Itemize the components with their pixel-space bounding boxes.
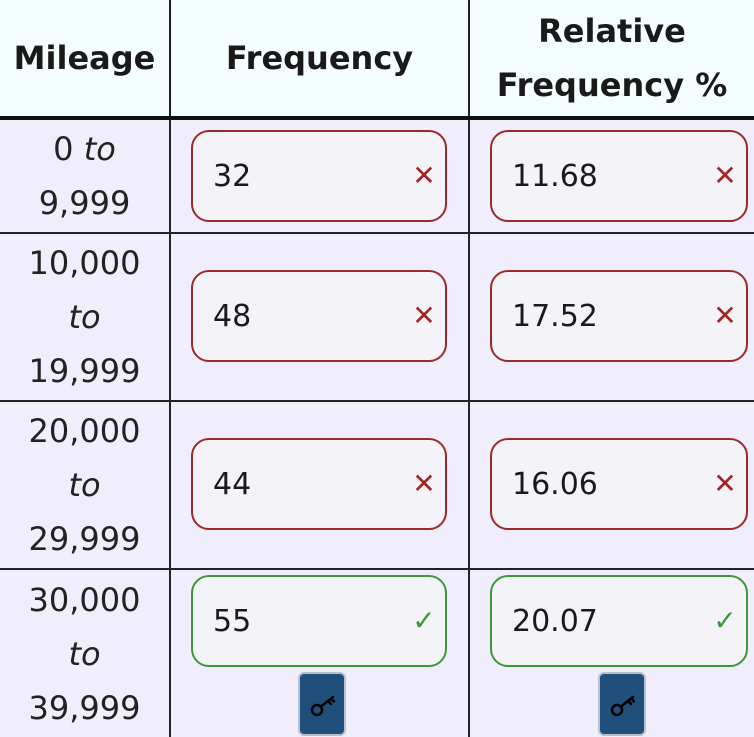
answer-key-button-frequency[interactable]	[298, 672, 346, 736]
relative-input-row-1[interactable]	[512, 132, 702, 220]
frequency-input-row-1[interactable]	[213, 132, 403, 220]
mileage-from: 20,000	[28, 412, 141, 450]
frequency-cell-row-3: ✕	[171, 402, 470, 570]
x-icon: ✕	[713, 159, 737, 192]
frequency-input-row-3[interactable]	[213, 440, 403, 528]
header-relative-line2: Frequency %	[496, 66, 728, 104]
mileage-from: 10,000	[28, 244, 141, 282]
x-icon: ✕	[412, 299, 436, 332]
mileage-to-word: to	[83, 130, 116, 168]
relative-cell-row-1: ✕	[470, 120, 754, 234]
header-relative-line1: Relative	[538, 12, 686, 50]
relative-input-box-row-1: ✕	[490, 130, 748, 222]
mileage-cell-row-1: 0 to 9,999	[0, 120, 171, 234]
frequency-input-row-2[interactable]	[213, 272, 403, 360]
frequency-cell-row-2: ✕	[171, 234, 470, 402]
x-icon: ✕	[713, 299, 737, 332]
answer-key-button-relative[interactable]	[598, 672, 646, 736]
frequency-input-row-4[interactable]	[213, 577, 403, 665]
mileage-to: 9,999	[38, 184, 131, 222]
mileage-to: 19,999	[28, 352, 141, 390]
x-icon: ✕	[412, 467, 436, 500]
mileage-to: 29,999	[28, 520, 141, 558]
mileage-cell-row-4: 30,000 to 39,999	[0, 570, 171, 737]
relative-input-row-2[interactable]	[512, 272, 702, 360]
frequency-cell-row-1: ✕	[171, 120, 470, 234]
mileage-to-word: to	[68, 466, 101, 504]
mileage-to: 39,999	[28, 688, 141, 727]
check-icon: ✓	[412, 604, 436, 637]
relative-cell-row-3: ✕	[470, 402, 754, 570]
relative-input-row-4[interactable]	[512, 577, 702, 665]
header-mileage-label: Mileage	[13, 39, 156, 77]
relative-cell-row-4: ✓	[470, 570, 754, 737]
mileage-to-word: to	[68, 298, 101, 336]
mileage-cell-row-3: 20,000 to 29,999	[0, 402, 171, 570]
relative-cell-row-2: ✕	[470, 234, 754, 402]
frequency-input-box-row-4: ✓	[191, 575, 447, 667]
mileage-to-word: to	[68, 634, 101, 673]
mileage-from: 0	[53, 130, 74, 168]
frequency-input-box-row-2: ✕	[191, 270, 447, 362]
relative-input-row-3[interactable]	[512, 440, 702, 528]
mileage-range: 0 to	[53, 122, 116, 176]
key-icon	[310, 695, 336, 717]
relative-input-box-row-4: ✓	[490, 575, 748, 667]
x-icon: ✕	[713, 467, 737, 500]
header-frequency: Frequency	[171, 0, 470, 116]
key-icon	[610, 695, 636, 717]
x-icon: ✕	[412, 159, 436, 192]
header-divider	[0, 116, 754, 120]
check-icon: ✓	[713, 604, 737, 637]
relative-input-box-row-2: ✕	[490, 270, 748, 362]
frequency-input-box-row-1: ✕	[191, 130, 447, 222]
mileage-cell-row-2: 10,000 to 19,999	[0, 234, 171, 402]
header-mileage: Mileage	[0, 0, 171, 116]
frequency-input-box-row-3: ✕	[191, 438, 447, 530]
mileage-from: 30,000	[28, 580, 141, 619]
header-frequency-label: Frequency	[225, 39, 414, 77]
header-relative-frequency: Relative Frequency %	[470, 0, 754, 116]
relative-input-box-row-3: ✕	[490, 438, 748, 530]
